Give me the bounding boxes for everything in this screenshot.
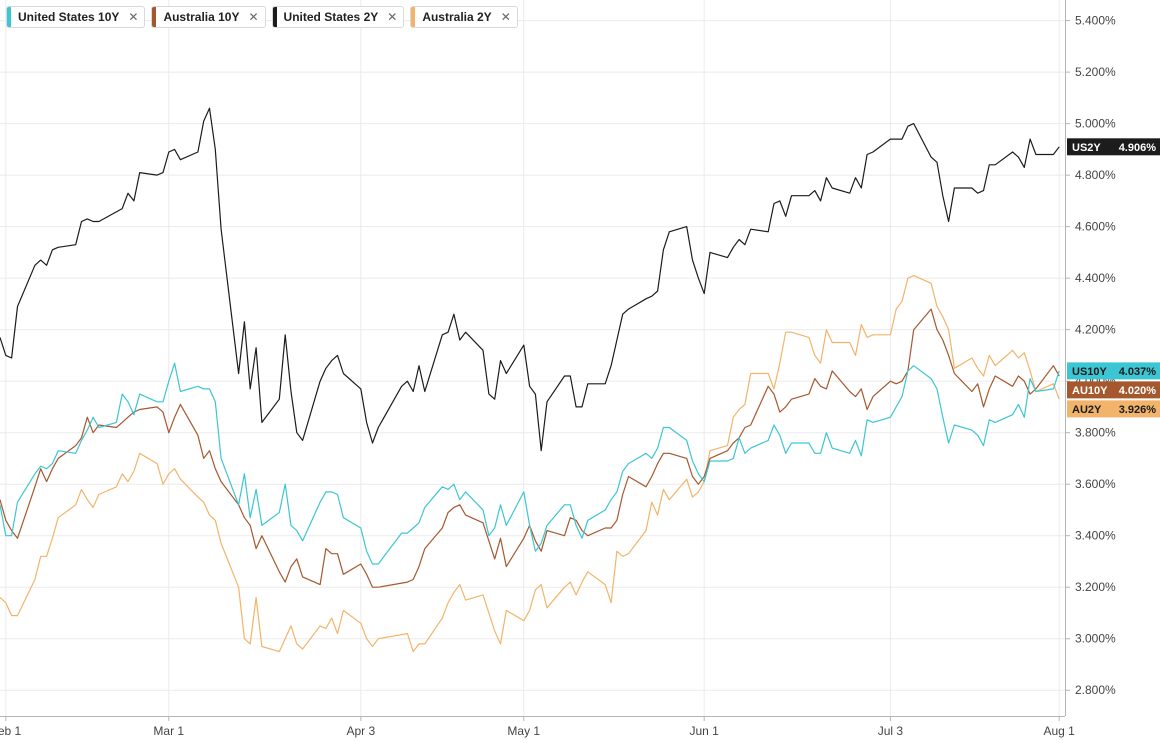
- last-value-tag-au2y: AU2Y 3.926%: [1067, 400, 1160, 418]
- last-value-tag-bg: [1067, 381, 1160, 399]
- y-tick-label: 5.200%: [1075, 65, 1116, 79]
- legend-chip-au2y[interactable]: Australia 2Y ✕: [410, 6, 518, 28]
- x-tick-label: Jun 1: [690, 724, 720, 738]
- last-value-tag-bg: [1067, 138, 1160, 156]
- y-tick-label: 3.200%: [1075, 580, 1116, 594]
- y-tick-label: 4.600%: [1075, 220, 1116, 234]
- legend-label: Australia 10Y: [163, 10, 240, 24]
- x-tick-label: May 1: [507, 724, 540, 738]
- last-value-tag-value: 4.037%: [1119, 366, 1157, 378]
- legend-swatch: [272, 7, 277, 27]
- y-tick-label: 3.000%: [1075, 632, 1116, 646]
- last-value-tag-us10y: US10Y 4.037%: [1067, 362, 1160, 380]
- last-value-tag-bg: [1067, 362, 1160, 380]
- close-icon[interactable]: ✕: [128, 10, 139, 24]
- last-value-tag-us2y: US2Y 4.906%: [1067, 138, 1160, 156]
- legend-swatch: [7, 7, 11, 27]
- series-line-us2y: [0, 107, 1060, 452]
- y-tick-label: 3.800%: [1075, 426, 1116, 440]
- y-tick-label: 5.000%: [1075, 117, 1116, 131]
- close-icon[interactable]: ✕: [387, 10, 398, 24]
- legend-label: Australia 2Y: [422, 10, 492, 24]
- series-line-au2y: [0, 275, 1060, 653]
- last-value-tag-value: 4.020%: [1119, 385, 1157, 397]
- close-icon[interactable]: ✕: [500, 10, 511, 24]
- last-value-tag-symbol: AU10Y: [1072, 385, 1108, 397]
- y-tick-label: 2.800%: [1075, 683, 1116, 697]
- legend-chip-us10y[interactable]: United States 10Y ✕: [6, 6, 146, 28]
- legend: United States 10Y ✕ Australia 10Y ✕ Unit…: [6, 6, 518, 28]
- y-tick-label: 4.400%: [1075, 271, 1116, 285]
- series-line-au10y: [0, 308, 1060, 588]
- last-value-tag-bg: [1067, 400, 1160, 418]
- y-tick-label: 4.200%: [1075, 323, 1116, 337]
- legend-chip-au10y[interactable]: Australia 10Y ✕: [151, 6, 266, 28]
- x-tick-label: Feb 1: [0, 724, 21, 738]
- y-tick-label: 4.800%: [1075, 168, 1116, 182]
- last-value-tag-value: 3.926%: [1119, 404, 1157, 416]
- legend-label: United States 2Y: [283, 10, 379, 24]
- y-tick-label: 3.400%: [1075, 529, 1116, 543]
- close-icon[interactable]: ✕: [248, 10, 259, 24]
- x-tick-label: Apr 3: [346, 724, 375, 738]
- series-line-us10y: [0, 362, 1060, 565]
- x-tick-label: Jul 3: [878, 724, 904, 738]
- x-tick-label: Aug 1: [1044, 724, 1076, 738]
- x-tick-label: Mar 1: [153, 724, 184, 738]
- legend-swatch: [411, 7, 416, 27]
- last-value-tag-au10y: AU10Y 4.020%: [1067, 381, 1160, 399]
- y-tick-label: 5.400%: [1075, 14, 1116, 28]
- y-tick-label: 3.600%: [1075, 477, 1116, 491]
- last-value-tag-symbol: US10Y: [1072, 366, 1108, 378]
- last-value-tag-symbol: AU2Y: [1072, 404, 1102, 416]
- last-value-tag-value: 4.906%: [1119, 142, 1157, 154]
- grid: [0, 0, 1065, 716]
- legend-chip-us2y[interactable]: United States 2Y ✕: [271, 6, 405, 28]
- legend-label: United States 10Y: [18, 10, 120, 24]
- legend-swatch: [152, 7, 157, 27]
- last-value-tag-symbol: US2Y: [1072, 142, 1101, 154]
